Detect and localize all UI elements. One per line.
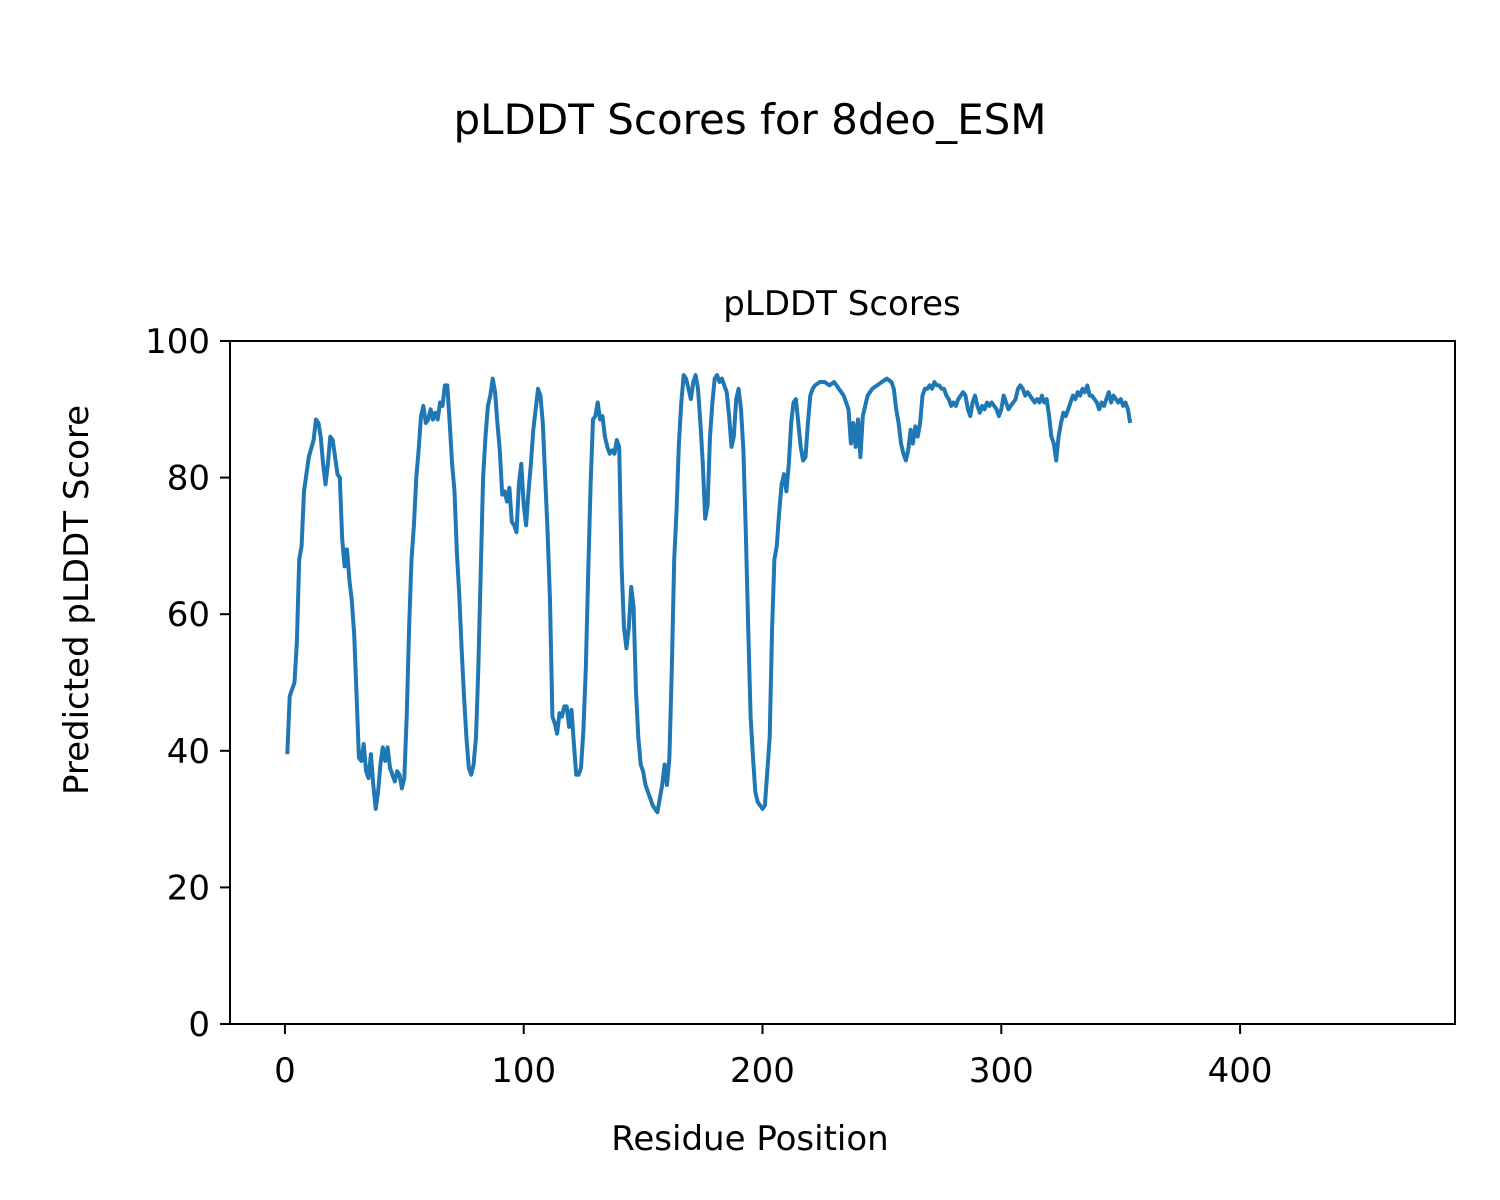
x-tick-label: 300 xyxy=(969,1051,1034,1091)
x-tick-label: 0 xyxy=(274,1051,296,1091)
y-axis-label: Predicted pLDDT Score xyxy=(57,405,97,795)
chart-title: pLDDT Scores xyxy=(723,284,960,324)
y-tick-label: 60 xyxy=(167,595,210,635)
plot-area xyxy=(230,341,1455,1024)
x-axis-ticks: 0 100 200 300 400 xyxy=(274,1024,1273,1091)
y-tick-label: 20 xyxy=(167,868,210,908)
plddt-series-line xyxy=(285,373,1133,815)
y-tick-label: 100 xyxy=(145,322,210,362)
y-tick-label: 80 xyxy=(167,459,210,499)
x-axis-label: Residue Position xyxy=(611,1119,888,1159)
plot-frame xyxy=(229,340,1456,1025)
figure-suptitle: pLDDT Scores for 8deo_ESM xyxy=(453,95,1046,144)
x-tick-label: 400 xyxy=(1208,1051,1273,1091)
y-tick-label: 40 xyxy=(167,732,210,772)
x-tick-label: 100 xyxy=(491,1051,556,1091)
y-axis-ticks: 0 20 40 60 80 100 xyxy=(145,322,230,1045)
x-tick-label: 200 xyxy=(730,1051,795,1091)
y-tick-label: 0 xyxy=(188,1005,210,1045)
